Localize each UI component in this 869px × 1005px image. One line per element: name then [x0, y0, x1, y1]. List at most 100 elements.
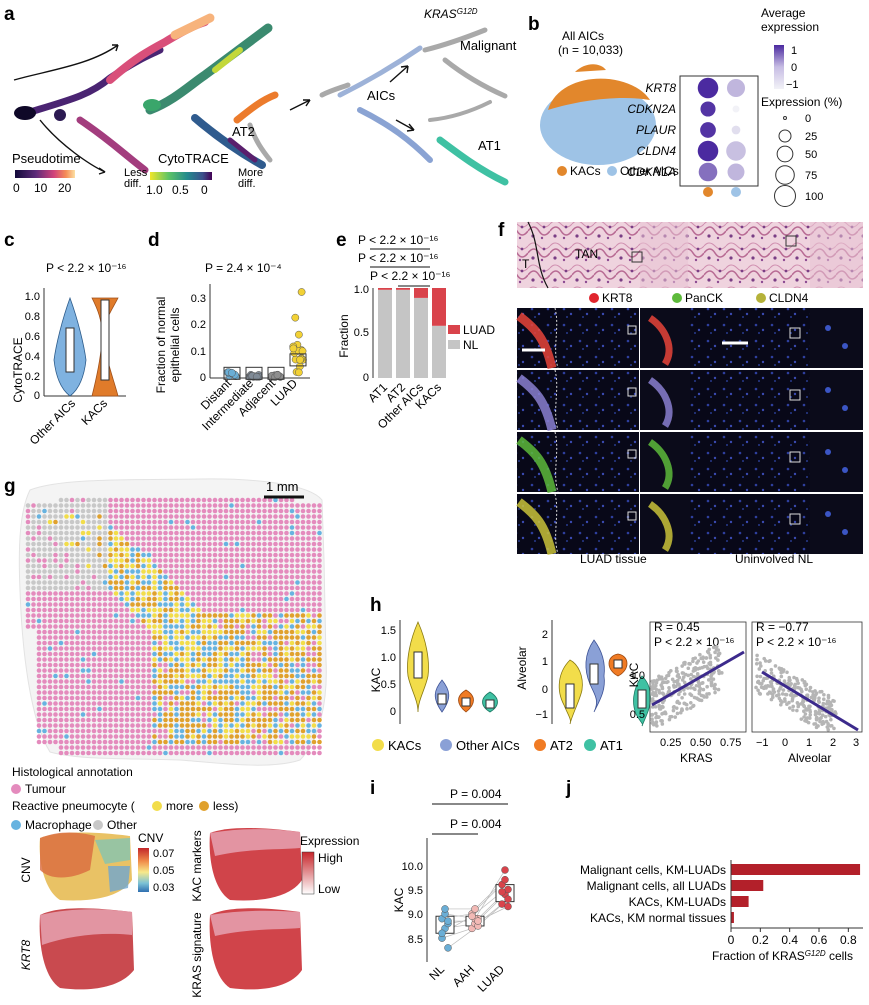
spot — [86, 503, 91, 508]
spot — [58, 679, 64, 684]
spot — [152, 745, 157, 750]
spot — [179, 547, 185, 552]
spot — [300, 613, 306, 618]
spot — [146, 728, 152, 734]
spot — [218, 536, 223, 541]
spot — [102, 613, 108, 618]
i-ytick: 8.5 — [408, 934, 423, 946]
spot — [201, 519, 207, 525]
spot — [256, 563, 262, 569]
spot — [256, 745, 262, 750]
spot — [229, 514, 234, 519]
spot — [256, 552, 262, 558]
scatter2-point — [821, 697, 826, 702]
spot — [108, 536, 113, 541]
spot — [119, 497, 124, 503]
spot — [190, 640, 196, 646]
spot — [135, 640, 141, 646]
spot — [141, 739, 146, 745]
spot — [141, 701, 146, 706]
scatter2-xtick: −1 — [756, 737, 769, 749]
spot — [102, 514, 108, 519]
spot — [130, 695, 135, 701]
spot — [86, 541, 91, 547]
spot — [64, 750, 69, 756]
spot — [234, 525, 240, 530]
spot — [223, 717, 229, 723]
pct-legend-tick: 75 — [805, 170, 817, 182]
spot — [278, 635, 284, 640]
spot — [245, 618, 251, 624]
spot — [256, 547, 262, 552]
reactive-less-dot — [199, 801, 209, 811]
spot — [273, 750, 278, 756]
spot — [64, 503, 69, 508]
spot — [141, 728, 146, 734]
scatter2-fit — [761, 670, 859, 732]
spot — [102, 536, 108, 541]
spot — [124, 712, 130, 717]
spot — [284, 530, 289, 536]
scatter2-point — [757, 667, 762, 671]
spot — [306, 717, 311, 723]
scatter1-point — [705, 649, 710, 654]
spot — [64, 646, 69, 651]
spot — [251, 706, 256, 712]
spot — [168, 684, 174, 690]
spot — [58, 640, 64, 646]
ihc-nucleus — [842, 343, 848, 349]
spot — [196, 585, 201, 591]
spot — [135, 750, 141, 756]
spot — [113, 657, 119, 662]
spot — [300, 536, 306, 541]
spot — [135, 734, 141, 739]
spot — [234, 635, 240, 640]
spot — [42, 728, 47, 734]
spot — [75, 684, 80, 690]
spot — [267, 690, 273, 695]
spot — [135, 503, 141, 508]
avg-expr-colorbar — [774, 45, 784, 89]
spot — [58, 662, 64, 668]
spot — [185, 657, 190, 662]
spot — [135, 536, 141, 541]
spot — [31, 552, 36, 558]
spot — [168, 497, 174, 503]
spot — [218, 558, 223, 563]
spot — [69, 728, 75, 734]
spot — [317, 574, 322, 580]
spot — [284, 657, 289, 662]
spot — [240, 613, 245, 618]
spot — [146, 701, 152, 706]
spot — [157, 690, 163, 695]
spot — [64, 618, 69, 624]
c-pvalue: P < 2.2 × 10⁻¹⁶ — [46, 261, 126, 275]
spot — [185, 585, 190, 591]
spot — [97, 712, 102, 717]
scatter2-point — [816, 699, 821, 703]
panel-letter-i: i — [370, 778, 375, 799]
spot — [102, 503, 108, 508]
spot — [196, 657, 201, 662]
spot — [196, 717, 201, 723]
spot — [97, 508, 102, 514]
spot — [174, 607, 179, 613]
spot — [179, 613, 185, 618]
spot — [251, 728, 256, 734]
spot — [289, 541, 295, 547]
spot — [185, 569, 190, 574]
spot — [196, 728, 201, 734]
spot — [311, 668, 317, 673]
he-zoom-box — [631, 251, 643, 263]
kras-base: KRAS — [424, 7, 457, 21]
spot — [311, 508, 317, 514]
scatter2-point — [785, 670, 789, 675]
spot — [278, 563, 284, 569]
spot — [168, 646, 174, 651]
cnv-tick: 0.07 — [153, 848, 174, 860]
spot — [267, 706, 273, 712]
spot — [86, 706, 91, 712]
scatter1-xtick: 0.25 — [660, 737, 681, 749]
spot — [267, 536, 273, 541]
spot — [80, 618, 86, 624]
